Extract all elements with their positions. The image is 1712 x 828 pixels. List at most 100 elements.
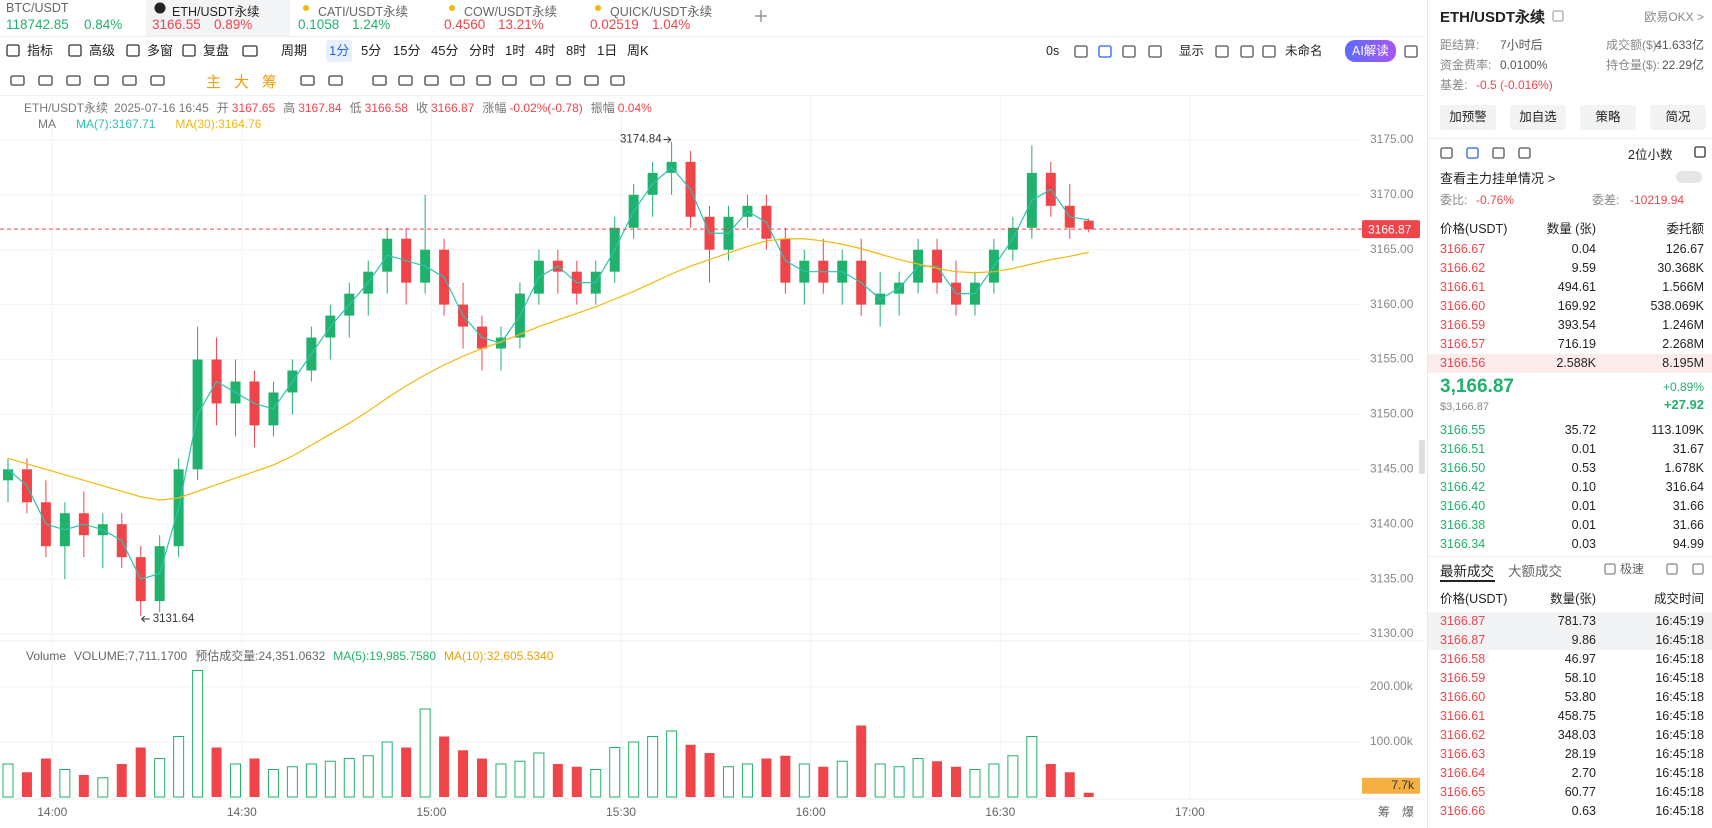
exchange[interactable]: 欧易OKX > — [1644, 10, 1704, 24]
amount: 9.86 — [1571, 633, 1596, 647]
y-tick-label: 3165.00 — [1370, 242, 1414, 256]
price: 3166.38 — [1440, 518, 1486, 532]
y-tick-label: 3140.00 — [1370, 516, 1414, 530]
symbol-tab[interactable]: COW/USDT永续 0.4560 13.21% — [438, 0, 582, 36]
toolbar-item[interactable]: 1日 — [597, 43, 618, 58]
icon — [398, 75, 413, 86]
toolbar-item[interactable]: 复盘 — [203, 43, 230, 58]
stat-value: 22.29亿 — [1661, 58, 1704, 72]
ask-row: 3166.56 2.588K 8.195M — [1428, 354, 1712, 373]
toolbar-item[interactable]: 8时 — [566, 43, 587, 58]
panel-button[interactable]: 加预警 — [1440, 105, 1496, 130]
volume-bar — [761, 758, 772, 797]
precision-select[interactable]: 2位小数 — [1628, 148, 1673, 162]
symbol-tab[interactable]: ETH/USDT永续 3166.55 0.89% — [146, 0, 290, 36]
volume-bar — [381, 741, 393, 798]
ma-legend-item: MA — [38, 117, 56, 131]
volume-bar — [135, 747, 146, 797]
row-inner: 3166.87 781.73 16:45:19 — [1440, 612, 1704, 631]
symbol-tab[interactable]: QUICK/USDT永续 0.02519 1.04% — [584, 0, 728, 36]
volume-bar — [305, 763, 317, 798]
icon-shape — [1262, 45, 1276, 58]
price: 3166.67 — [1440, 242, 1486, 256]
toggle[interactable] — [1676, 171, 1702, 183]
annotation-arrow — [141, 615, 150, 623]
trade-tab[interactable]: 极速 — [1620, 562, 1645, 576]
volume-bar — [969, 769, 981, 798]
amount: 0.10 — [1571, 480, 1596, 494]
tab-icon-shape — [303, 5, 309, 11]
total: 94.99 — [1672, 537, 1704, 551]
price: 价格(USDT) — [1440, 222, 1508, 236]
total: 16:45:18 — [1655, 652, 1704, 666]
row-inner: 3166.87 9.86 16:45:18 — [1440, 631, 1704, 650]
amount: 0.01 — [1571, 442, 1596, 456]
main-orders-link[interactable]: 查看主力挂单情况 > — [1440, 171, 1556, 186]
icon — [328, 75, 343, 86]
amount: 数量(张) — [1550, 592, 1596, 606]
toolbar-item[interactable]: 高级 — [89, 43, 116, 58]
toolbar-item[interactable]: 指标 — [27, 43, 54, 58]
icon-shape — [476, 75, 491, 86]
icon-shape — [1098, 45, 1112, 58]
toolbar-right-item[interactable]: 显示 — [1179, 44, 1205, 58]
volume-bar — [722, 766, 734, 798]
indicator-shortcut[interactable]: 大 — [234, 74, 250, 91]
price: 3166.62 — [1440, 728, 1486, 742]
icon — [530, 75, 545, 86]
icon — [372, 75, 387, 86]
price: 价格(USDT) — [1440, 592, 1508, 606]
toolbar-item[interactable]: 分时 — [469, 43, 496, 58]
ask-row: 3166.60 169.92 538.069K — [1440, 297, 1704, 316]
volume-bar — [59, 769, 71, 798]
toolbar-item[interactable]: 1时 — [505, 43, 526, 58]
toolbar-item[interactable]: 1分 — [326, 40, 353, 62]
panel-button[interactable]: 简况 — [1650, 105, 1706, 130]
toolbar-right-item[interactable]: 未命名 — [1285, 44, 1323, 58]
toolbar-right-item[interactable]: 0s — [1046, 44, 1060, 58]
panel-button[interactable]: 策略 — [1580, 105, 1636, 130]
toolbar-right-item[interactable]: AI解读 — [1345, 40, 1396, 62]
tab-price: 0.02519 — [590, 17, 639, 32]
volume-bar — [78, 775, 89, 797]
indicator-shortcut[interactable]: 筹 — [262, 74, 278, 91]
toolbar-item[interactable]: 5分 — [361, 43, 382, 58]
icon-shape — [398, 75, 413, 86]
toolbar-item[interactable]: 45分 — [431, 43, 459, 58]
symbol-tab[interactable]: CATI/USDT永续 0.1058 1.24% — [292, 0, 436, 36]
total: 316.64 — [1665, 480, 1704, 494]
candle-body — [1083, 220, 1094, 230]
tab-change: 1.24% — [352, 17, 391, 32]
icon — [10, 75, 25, 86]
indicator-shortcut[interactable]: 主 — [206, 74, 222, 91]
trade-tab[interactable]: 大额成交 — [1508, 564, 1562, 579]
volume-bar — [324, 760, 336, 798]
icon — [150, 75, 165, 86]
y-tick-label: 3170.00 — [1370, 187, 1414, 201]
divider — [0, 36, 1425, 37]
total: 16:45:18 — [1655, 785, 1704, 799]
symbol-tab[interactable]: BTC/USDT 118742.85 0.84% — [0, 0, 144, 36]
icon — [1518, 147, 1531, 159]
panel-button[interactable]: 加自选 — [1510, 105, 1566, 130]
volume-bar — [741, 763, 753, 798]
low-annotation: 3131.64 — [153, 613, 195, 625]
volume-bar — [362, 755, 374, 798]
toolbar-item[interactable]: 周期 — [281, 43, 308, 58]
toolbar-item[interactable]: 周K — [627, 43, 649, 58]
icon-shape — [1148, 45, 1162, 58]
trade-tab[interactable]: 最新成交 — [1440, 564, 1494, 579]
toolbar-item[interactable]: 4时 — [535, 43, 556, 58]
volume-bar — [192, 670, 204, 798]
volume-bar — [154, 758, 166, 798]
amount: 494.61 — [1557, 280, 1596, 294]
volume-bar — [1064, 772, 1075, 797]
amount: 458.75 — [1557, 709, 1596, 723]
toolbar-item[interactable]: 多窗 — [147, 43, 174, 58]
field-value: 3166.87 — [431, 101, 475, 115]
icon — [38, 75, 53, 86]
icon — [126, 44, 140, 57]
amount: 2.588K — [1556, 356, 1596, 370]
add-tab-icon[interactable] — [754, 9, 768, 23]
toolbar-item[interactable]: 15分 — [393, 43, 421, 58]
